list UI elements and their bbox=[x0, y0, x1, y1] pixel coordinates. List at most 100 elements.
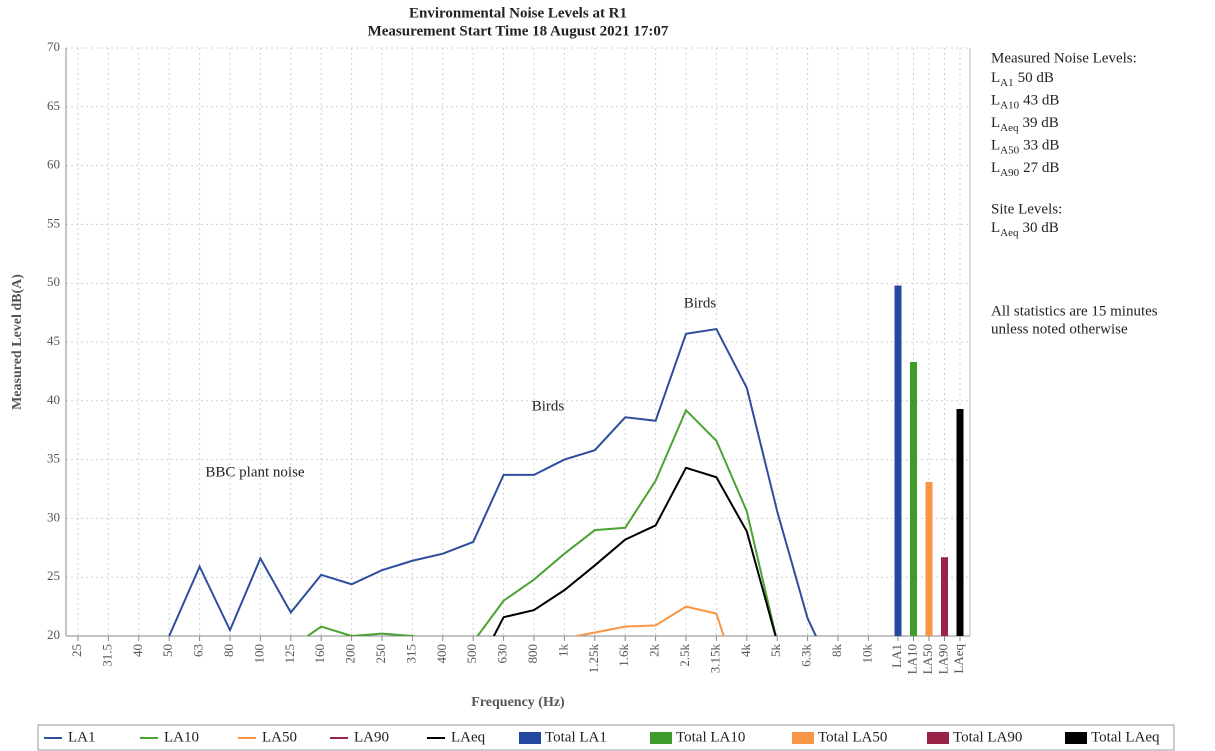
note-value: 30 dB bbox=[1023, 220, 1059, 236]
plot-area bbox=[168, 285, 964, 636]
y-tick-label: 50 bbox=[47, 274, 60, 289]
x-tick-label: LAeq bbox=[951, 644, 966, 674]
note-value: 33 dB bbox=[1023, 138, 1059, 154]
line-series bbox=[168, 327, 817, 636]
x-tick-label: 1.25k bbox=[586, 644, 601, 674]
x-tick-label: LA50 bbox=[920, 644, 935, 674]
note-value: 50 dB bbox=[1018, 70, 1054, 86]
note-symbol: L bbox=[991, 93, 1000, 109]
note-footnote: unless noted otherwise bbox=[991, 321, 1128, 337]
x-tick-label: 1.6k bbox=[616, 644, 631, 667]
x-tick-label: 200 bbox=[343, 644, 358, 664]
x-tick-label: 8k bbox=[829, 644, 844, 658]
legend-swatch bbox=[519, 732, 541, 744]
note-line: LA50 33 dB bbox=[991, 138, 1059, 156]
line-series bbox=[305, 408, 777, 636]
y-axis-label: Measured Level dB(A) bbox=[10, 274, 25, 410]
bar bbox=[956, 409, 964, 636]
x-tick-label: 63 bbox=[191, 644, 206, 657]
x-tick-label: 630 bbox=[495, 644, 510, 664]
x-tick-label: LA1 bbox=[889, 644, 904, 668]
bar bbox=[910, 361, 917, 636]
bar bbox=[894, 285, 902, 636]
x-tick-label: 400 bbox=[434, 644, 449, 664]
x-tick-label: 500 bbox=[464, 644, 479, 664]
legend-label: LAeq bbox=[451, 729, 486, 745]
x-tick-label: 4k bbox=[738, 644, 753, 658]
x-tick-label: 250 bbox=[373, 644, 388, 664]
legend-label: LA10 bbox=[164, 729, 199, 745]
note-symbol: L bbox=[991, 160, 1000, 176]
y-tick-label: 55 bbox=[47, 215, 60, 230]
note-subscript: A90 bbox=[1000, 167, 1019, 179]
legend-swatch bbox=[927, 732, 949, 744]
note-subscript: A10 bbox=[1000, 99, 1019, 111]
y-tick-label: 70 bbox=[47, 39, 60, 54]
note-value: 27 dB bbox=[1023, 160, 1059, 176]
line-series bbox=[492, 466, 777, 636]
legend-box bbox=[37, 724, 1175, 751]
x-tick-label: 25 bbox=[69, 644, 84, 657]
x-tick-label: 40 bbox=[130, 644, 145, 657]
bar bbox=[925, 481, 933, 636]
x-tick-label: 10k bbox=[859, 644, 874, 664]
x-tick-label: LA10 bbox=[904, 644, 919, 674]
y-tick-label: 65 bbox=[47, 98, 60, 113]
x-tick-label: 100 bbox=[251, 644, 266, 664]
legend-label: LA1 bbox=[68, 729, 96, 745]
note-symbol: L bbox=[991, 115, 1000, 131]
note-subscript: Aeq bbox=[1000, 227, 1019, 239]
line-series bbox=[571, 605, 725, 636]
y-tick-label: 20 bbox=[47, 627, 60, 642]
legend-swatch bbox=[1065, 732, 1087, 744]
y-tick-label: 45 bbox=[47, 333, 60, 348]
legend-label: Total LA10 bbox=[676, 729, 745, 745]
legend-label: LA50 bbox=[262, 729, 297, 745]
x-axis-label: Frequency (Hz) bbox=[471, 695, 565, 710]
x-tick-label: 315 bbox=[403, 644, 418, 664]
note-heading: Measured Noise Levels: bbox=[991, 50, 1137, 66]
y-tick-label: 30 bbox=[47, 509, 60, 524]
x-tick-label: 6.3k bbox=[799, 644, 814, 667]
x-tick-label: 125 bbox=[282, 644, 297, 664]
bar bbox=[941, 557, 948, 636]
note-line: LA90 27 dB bbox=[991, 160, 1059, 178]
chart-title: Environmental Noise Levels at R1 bbox=[409, 5, 627, 21]
note-symbol: L bbox=[991, 138, 1000, 154]
x-tick-label: 160 bbox=[312, 644, 327, 664]
note-line: LA1 50 dB bbox=[991, 70, 1054, 88]
chart-subtitle: Measurement Start Time 18 August 2021 17… bbox=[368, 23, 669, 39]
y-tick-label: 60 bbox=[47, 157, 60, 172]
y-tick-label: 40 bbox=[47, 392, 60, 407]
annotation: Birds bbox=[532, 398, 565, 414]
note-footnote: All statistics are 15 minutes bbox=[991, 303, 1158, 319]
note-line: LAeq 30 dB bbox=[991, 220, 1059, 238]
note-value: 43 dB bbox=[1023, 93, 1059, 109]
legend-swatch bbox=[650, 732, 672, 744]
x-tick-label: LA90 bbox=[935, 644, 950, 674]
annotation: BBC plant noise bbox=[205, 464, 305, 480]
x-tick-label: 2.5k bbox=[677, 644, 692, 667]
note-value: 39 dB bbox=[1023, 115, 1059, 131]
legend-label: LA90 bbox=[354, 729, 389, 745]
x-tick-label: 31.5 bbox=[99, 644, 114, 667]
x-tick-label: 5k bbox=[768, 644, 783, 658]
note-subscript: Aeq bbox=[1000, 122, 1019, 134]
x-tick-label: 50 bbox=[160, 644, 175, 657]
x-tick-label: 80 bbox=[221, 644, 236, 657]
note-line: LA10 43 dB bbox=[991, 93, 1059, 111]
y-tick-label: 35 bbox=[47, 451, 60, 466]
legend-label: Total LA1 bbox=[545, 729, 607, 745]
note-heading: Site Levels: bbox=[991, 201, 1062, 217]
legend-swatch bbox=[792, 732, 814, 744]
x-tick-label: 2k bbox=[647, 644, 662, 658]
note-symbol: L bbox=[991, 70, 1000, 86]
x-tick-label: 3.15k bbox=[707, 644, 722, 674]
note-subscript: A50 bbox=[1000, 144, 1019, 156]
x-tick-label: 800 bbox=[525, 644, 540, 664]
legend-label: Total LAeq bbox=[1091, 729, 1160, 745]
legend-label: Total LA50 bbox=[818, 729, 887, 745]
y-tick-label: 25 bbox=[47, 568, 60, 583]
annotation: Birds bbox=[684, 295, 717, 311]
